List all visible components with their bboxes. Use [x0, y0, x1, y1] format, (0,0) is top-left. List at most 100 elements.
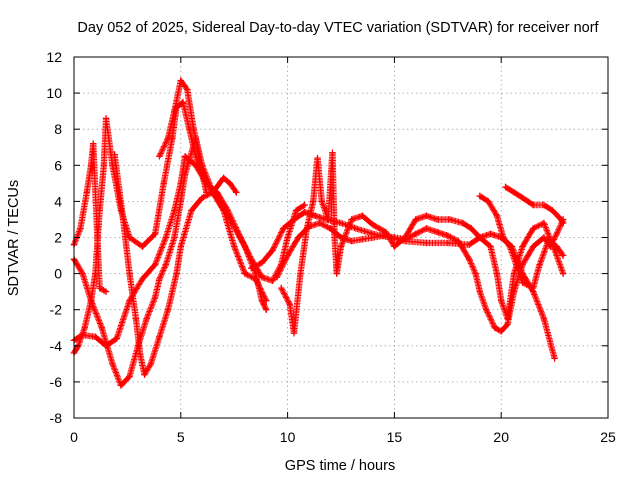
data-point [179, 98, 187, 106]
data-point [401, 236, 409, 243]
data-point [446, 216, 454, 223]
data-point [162, 234, 170, 241]
series-track-11 [502, 183, 567, 227]
data-point [540, 315, 548, 322]
data-point [540, 219, 548, 227]
data-point [132, 315, 140, 322]
series-track-6 [156, 77, 270, 304]
data-point [184, 86, 191, 93]
data-point [151, 261, 159, 268]
data-point [237, 234, 244, 241]
data-point [359, 236, 366, 243]
data-point [90, 140, 97, 147]
y-tick-label: -2 [50, 302, 63, 318]
data-point [190, 126, 197, 133]
x-tick-label: 20 [493, 429, 509, 445]
data-point [96, 207, 103, 214]
data-point [312, 212, 319, 220]
data-point [468, 225, 475, 232]
data-point [126, 297, 133, 304]
data-point [412, 216, 419, 223]
data-point [151, 293, 159, 301]
data-point [559, 252, 567, 259]
data-point [498, 297, 505, 304]
series-markers [111, 151, 240, 378]
data-point [284, 234, 291, 241]
data-point [352, 225, 360, 232]
y-tick-label: 8 [54, 121, 62, 137]
data-point [248, 264, 255, 272]
data-point [472, 270, 479, 277]
data-point [188, 207, 195, 214]
data-point [290, 216, 298, 223]
data-point [286, 301, 293, 308]
data-point [301, 209, 308, 216]
data-point [226, 180, 234, 187]
data-point [382, 228, 390, 236]
series-track-9 [273, 216, 567, 335]
data-point [164, 135, 172, 142]
data-point [553, 243, 560, 250]
series-track-10 [476, 192, 567, 292]
data-point [92, 333, 99, 340]
series-track-5 [111, 151, 240, 378]
y-tick-label: -8 [50, 410, 63, 426]
data-point [359, 212, 366, 220]
data-point [77, 225, 84, 232]
data-point [248, 255, 255, 263]
data-point [290, 329, 298, 337]
data-point [98, 324, 105, 331]
data-point [143, 315, 150, 322]
data-point [483, 306, 490, 313]
data-point [284, 252, 291, 259]
y-tick-label: 0 [54, 266, 62, 282]
data-point [331, 234, 338, 241]
data-point [318, 198, 325, 205]
data-point [310, 198, 317, 205]
data-point [233, 189, 240, 196]
data-point [553, 230, 560, 238]
data-point [423, 212, 430, 220]
data-point [147, 360, 155, 368]
data-point [348, 237, 355, 245]
x-tick-label: 5 [177, 429, 185, 445]
data-point [557, 216, 565, 223]
data-point [102, 115, 110, 122]
data-point [100, 162, 108, 169]
data-point [181, 171, 189, 178]
data-series [70, 77, 567, 389]
y-axis-label: SDTVAR / TECUs [6, 180, 22, 296]
data-point [504, 320, 511, 328]
data-point [337, 234, 345, 241]
data-point [316, 219, 323, 227]
data-point [139, 275, 146, 283]
data-point [177, 243, 184, 250]
data-point [329, 149, 336, 156]
data-point [141, 371, 148, 378]
data-point [530, 225, 537, 232]
data-point [119, 216, 127, 223]
data-point [113, 335, 120, 342]
data-point [96, 284, 103, 292]
data-point [487, 230, 494, 238]
data-point [295, 234, 302, 241]
axis-ticks: 0 5 10 15 20 25 -8 -6 -4 -2 0 2 4 6 8 10 12 [46, 49, 616, 445]
data-point [444, 239, 451, 247]
data-point [258, 259, 266, 266]
data-point [459, 219, 466, 227]
data-point [510, 270, 518, 277]
data-point [333, 270, 340, 277]
data-point [369, 221, 377, 229]
data-point [433, 228, 441, 236]
data-point [559, 270, 567, 277]
data-point [79, 331, 86, 339]
data-point [111, 151, 118, 158]
data-point [252, 275, 259, 283]
data-point [380, 232, 387, 239]
data-point [258, 274, 266, 281]
data-point [314, 154, 321, 162]
data-point [540, 234, 548, 241]
data-point [519, 194, 526, 201]
x-tick-label: 0 [70, 429, 78, 445]
